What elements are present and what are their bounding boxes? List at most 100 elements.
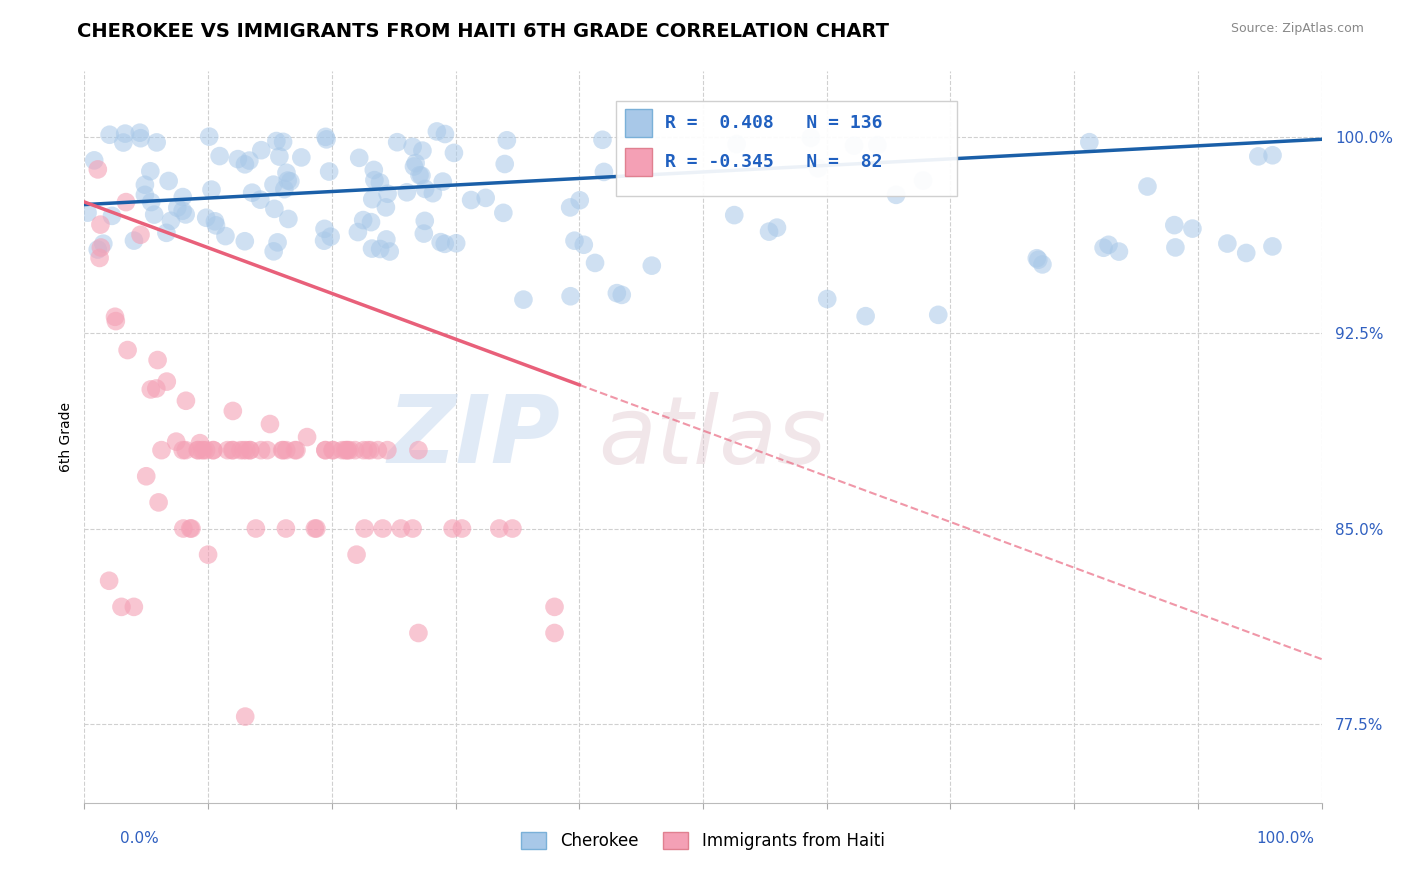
Point bbox=[377, 443, 399, 458]
Text: 0.0%: 0.0% bbox=[120, 831, 159, 846]
Point bbox=[239, 443, 262, 458]
Point bbox=[101, 209, 124, 223]
Point bbox=[371, 521, 394, 535]
Point bbox=[304, 521, 326, 535]
Point bbox=[222, 404, 245, 418]
Point bbox=[353, 521, 375, 535]
Point bbox=[233, 234, 256, 248]
Point bbox=[87, 162, 110, 177]
Point bbox=[315, 129, 337, 144]
Point bbox=[204, 214, 226, 228]
Point bbox=[443, 145, 465, 160]
Text: ZIP: ZIP bbox=[388, 391, 561, 483]
Point bbox=[166, 201, 188, 215]
Point bbox=[335, 443, 357, 458]
FancyBboxPatch shape bbox=[626, 110, 652, 137]
Point bbox=[104, 314, 127, 328]
Point bbox=[405, 156, 427, 170]
Point bbox=[157, 174, 180, 188]
Point bbox=[193, 443, 215, 458]
Point bbox=[285, 443, 308, 458]
Point bbox=[190, 443, 212, 458]
Point bbox=[134, 178, 156, 192]
Point bbox=[314, 443, 336, 458]
Point bbox=[1261, 148, 1284, 162]
Point bbox=[319, 229, 342, 244]
Point bbox=[363, 163, 385, 178]
Point bbox=[807, 161, 830, 176]
Point bbox=[129, 227, 152, 242]
Point bbox=[134, 187, 156, 202]
Point bbox=[357, 443, 380, 458]
Point bbox=[641, 259, 664, 273]
Point bbox=[375, 232, 398, 246]
Point bbox=[91, 236, 114, 251]
Point bbox=[277, 173, 299, 187]
Point bbox=[1216, 236, 1239, 251]
Point bbox=[271, 135, 294, 149]
Point bbox=[233, 709, 256, 723]
Point bbox=[208, 149, 231, 163]
Point bbox=[83, 153, 105, 168]
Point bbox=[444, 236, 467, 251]
Point bbox=[360, 215, 382, 229]
Point bbox=[314, 234, 336, 248]
Point bbox=[474, 191, 496, 205]
Point bbox=[314, 443, 336, 458]
Point bbox=[90, 240, 112, 254]
Point bbox=[1031, 257, 1053, 271]
Point bbox=[221, 443, 243, 458]
Text: Source: ZipAtlas.com: Source: ZipAtlas.com bbox=[1230, 22, 1364, 36]
Point bbox=[179, 521, 201, 535]
Point bbox=[174, 443, 197, 458]
Point bbox=[263, 178, 285, 192]
Point bbox=[352, 213, 374, 227]
Point bbox=[492, 206, 515, 220]
Point bbox=[441, 521, 464, 535]
Point bbox=[180, 521, 202, 535]
Point bbox=[322, 443, 344, 458]
Point bbox=[143, 208, 166, 222]
Point bbox=[274, 521, 297, 535]
Point bbox=[314, 222, 336, 236]
Point bbox=[723, 208, 745, 222]
Point bbox=[198, 129, 221, 144]
Point bbox=[239, 443, 262, 458]
Point bbox=[866, 138, 889, 153]
Point bbox=[128, 126, 150, 140]
Point bbox=[460, 193, 482, 207]
Point bbox=[263, 244, 285, 259]
Point bbox=[395, 186, 418, 200]
Point bbox=[1026, 252, 1049, 267]
Point bbox=[339, 443, 361, 458]
Point bbox=[408, 626, 430, 640]
Point bbox=[401, 521, 423, 535]
Point bbox=[98, 128, 121, 142]
Point bbox=[98, 574, 121, 588]
Point bbox=[115, 195, 138, 210]
Point bbox=[568, 194, 591, 208]
Point bbox=[374, 200, 396, 214]
Point bbox=[402, 160, 425, 174]
Point bbox=[266, 134, 288, 148]
Point bbox=[269, 150, 291, 164]
Point bbox=[271, 443, 294, 458]
Point bbox=[222, 443, 245, 458]
FancyBboxPatch shape bbox=[616, 101, 956, 195]
Point bbox=[606, 286, 628, 301]
Point bbox=[160, 213, 183, 227]
Point bbox=[240, 186, 263, 200]
Point bbox=[610, 288, 633, 302]
Point bbox=[321, 443, 343, 458]
Point bbox=[202, 443, 225, 458]
Point bbox=[385, 135, 408, 149]
Point bbox=[336, 443, 359, 458]
Point bbox=[512, 293, 534, 307]
Point bbox=[195, 443, 218, 458]
Point bbox=[543, 599, 565, 614]
Point bbox=[336, 443, 359, 458]
Point bbox=[766, 220, 789, 235]
Point bbox=[276, 166, 298, 180]
Point bbox=[412, 227, 434, 241]
Point bbox=[501, 521, 523, 535]
